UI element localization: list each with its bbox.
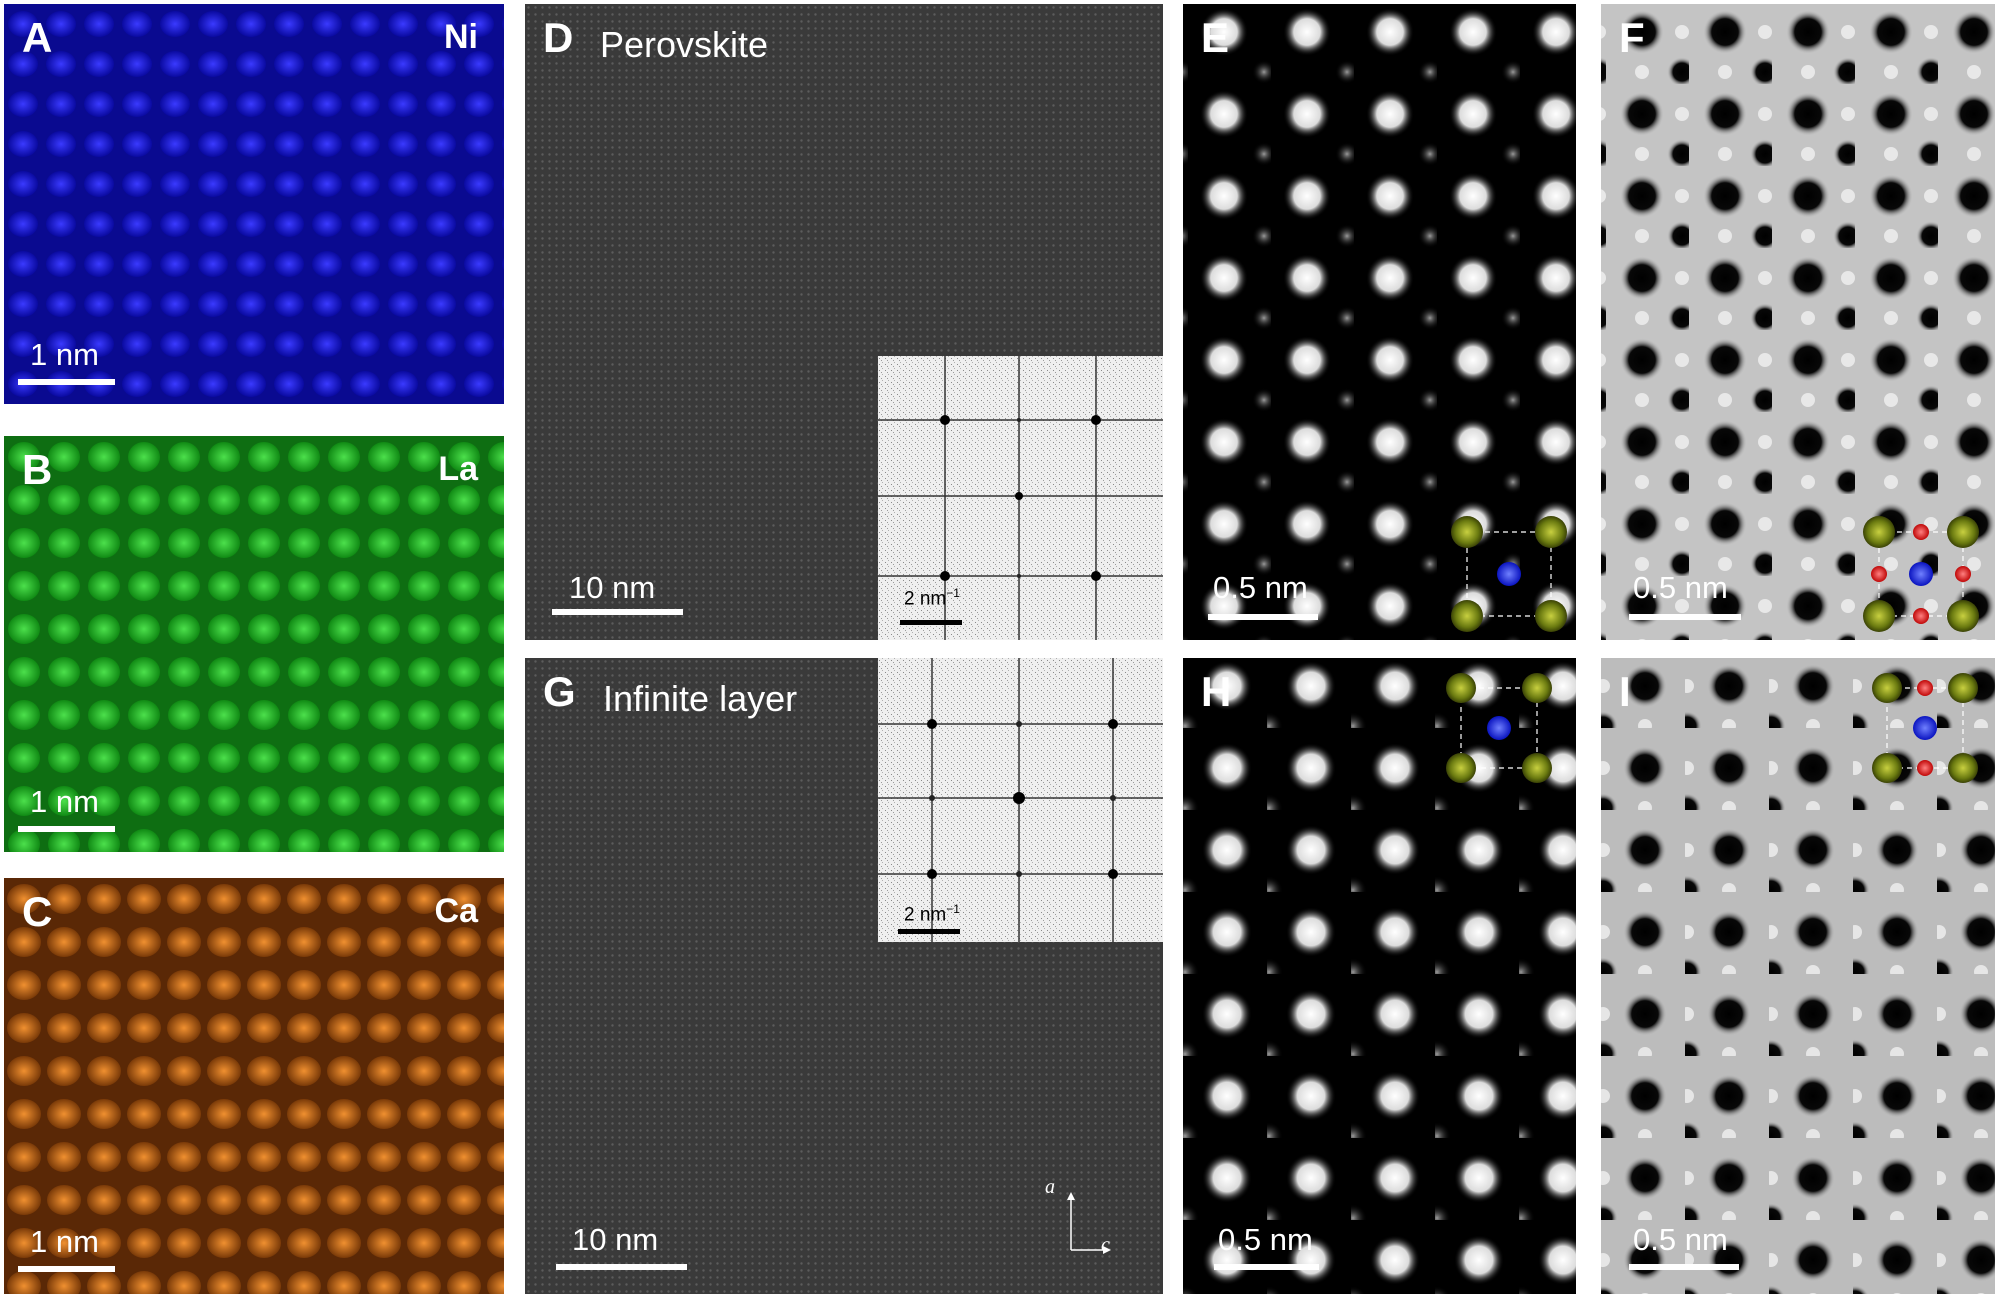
scale-bar: [1214, 1264, 1319, 1270]
fft-scale-label: 2 nm−1: [904, 902, 960, 926]
panel-letter: B: [22, 446, 53, 493]
fft-scale-bar: [898, 929, 960, 934]
panel-d-perovskite: D Perovskite 10 nm 2 nm−1: [525, 4, 1163, 640]
scale-bar-label: 10 nm: [572, 1222, 659, 1257]
scale-bar: [18, 826, 115, 832]
scale-bar: [18, 379, 115, 385]
axis-c-label: c: [1101, 1234, 1110, 1256]
scale-bar-label: 0.5 nm: [1633, 1222, 1728, 1257]
panel-f-abf-perovskite: F 0.5 nm: [1601, 4, 1995, 640]
fft-pattern: [878, 356, 1163, 640]
scale-bar: [552, 609, 683, 615]
scale-bar: [556, 1264, 687, 1270]
scale-bar-label: 0.5 nm: [1218, 1222, 1313, 1257]
element-label: Ni: [444, 18, 478, 56]
unit-cell-model: [1451, 516, 1567, 632]
fft-scale-label: 2 nm−1: [904, 586, 960, 610]
scale-bar: [18, 1266, 115, 1272]
panel-a-ni-map: A Ni 1 nm: [4, 4, 504, 404]
scale-bar-label: 0.5 nm: [1633, 570, 1728, 605]
panel-letter: E: [1201, 14, 1230, 61]
element-label: La: [438, 450, 478, 488]
panel-letter: H: [1201, 668, 1232, 715]
atomic-image: [1601, 4, 1995, 640]
scale-bar-label: 0.5 nm: [1213, 570, 1308, 605]
scale-bar: [1629, 614, 1741, 620]
scale-bar-label: 1 nm: [30, 1224, 99, 1259]
fft-pattern: [878, 658, 1163, 942]
panel-letter: G: [543, 668, 576, 715]
scale-bar: [1629, 1264, 1739, 1270]
scale-bar-label: 1 nm: [30, 337, 99, 372]
panel-h-haadf-infinite-layer: H 0.5 nm: [1183, 658, 1576, 1294]
atomic-image: [1183, 4, 1576, 640]
panel-letter: F: [1619, 14, 1645, 61]
ni-lattice-image: [4, 4, 504, 404]
panel-letter: D: [543, 14, 574, 61]
fft-inset: 2 nm−1: [878, 356, 1163, 640]
ca-lattice-image: [4, 878, 504, 1294]
panel-e-haadf-perovskite: E 0.5 nm: [1183, 4, 1576, 640]
fft-inset: 2 nm−1: [878, 658, 1163, 942]
scale-bar: [1208, 614, 1318, 620]
panel-g-infinite-layer: G Infinite layer 2 nm−1 10 nm: [525, 658, 1163, 1294]
panel-c-ca-map: C Ca 1 nm: [4, 878, 504, 1294]
element-label: Ca: [434, 892, 478, 930]
la-lattice-image: [4, 436, 504, 852]
axis-a-label: a: [1045, 1176, 1055, 1198]
unit-cell-model: [1863, 516, 1979, 632]
atomic-image: [1183, 658, 1576, 1294]
panel-i-abf-infinite-layer: I 0.5 nm: [1601, 658, 1995, 1294]
scale-bar-label: 10 nm: [569, 570, 656, 605]
panel-letter: I: [1619, 668, 1631, 715]
unit-cell-model: [1872, 673, 1978, 783]
panel-b-la-map: B La 1 nm: [4, 436, 504, 852]
fft-scale-bar: [900, 620, 962, 625]
panel-letter: A: [22, 14, 53, 61]
scale-bar-label: 1 nm: [30, 784, 99, 819]
panel-title: Infinite layer: [603, 678, 798, 719]
crystal-axes-icon: [1067, 1192, 1111, 1254]
unit-cell-model: [1446, 673, 1552, 783]
panel-title: Perovskite: [600, 24, 769, 65]
panel-letter: C: [22, 888, 53, 935]
